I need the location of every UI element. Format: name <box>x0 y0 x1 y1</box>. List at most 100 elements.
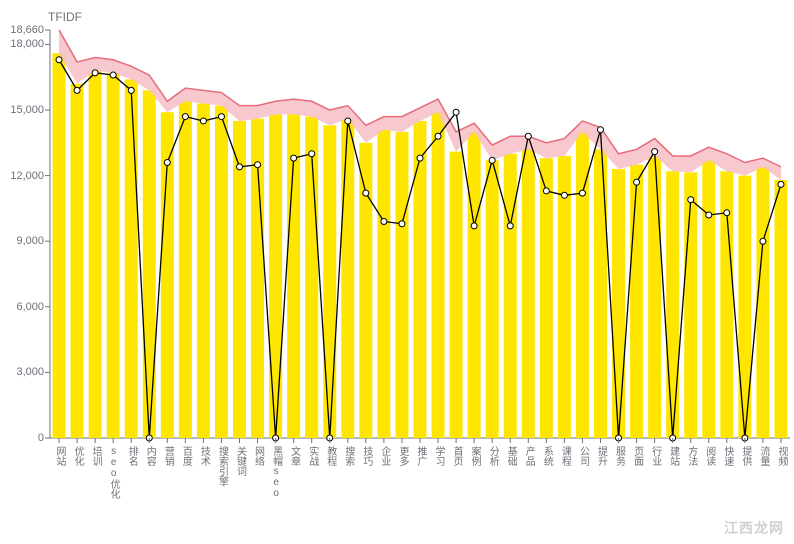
x-tick-label: 推广 <box>415 446 425 466</box>
bar <box>414 121 427 438</box>
bar <box>197 103 210 438</box>
bar <box>738 176 751 438</box>
line-marker <box>309 151 315 157</box>
x-tick-label: 产品 <box>523 446 533 466</box>
x-tick-label: 排名 <box>126 446 136 466</box>
line-marker <box>453 109 459 115</box>
bar <box>432 112 445 438</box>
line-marker <box>507 223 513 229</box>
bar <box>504 154 517 438</box>
y-tick-label: 18,000 <box>4 38 44 50</box>
x-tick-label: 快速 <box>722 446 732 466</box>
x-tick-label: 行业 <box>650 446 660 466</box>
x-tick-label: 关键词 <box>235 446 245 476</box>
line-marker <box>417 155 423 161</box>
x-tick-label: 基础 <box>505 446 515 466</box>
bar <box>143 90 156 438</box>
x-tick-label: 实战 <box>307 446 317 466</box>
bar <box>486 160 499 438</box>
line-marker <box>435 133 441 139</box>
x-tick-label: 内容 <box>144 446 154 466</box>
bar <box>684 172 697 438</box>
x-tick-label: 营销 <box>162 446 172 466</box>
bar <box>702 160 715 438</box>
bar <box>774 180 787 438</box>
y-tick-label: 6,000 <box>4 301 44 313</box>
line-marker <box>561 192 567 198</box>
line-marker <box>597 127 603 133</box>
x-tick-label: 优化 <box>72 446 82 466</box>
x-tick-label: 课程 <box>559 446 569 466</box>
line-marker <box>182 114 188 120</box>
x-tick-label: 黑帽seo <box>271 446 281 499</box>
line-marker <box>164 160 170 166</box>
line-marker <box>56 57 62 63</box>
bar <box>395 132 408 438</box>
line-marker <box>634 179 640 185</box>
line-marker <box>92 70 98 76</box>
line-marker <box>543 188 549 194</box>
y-tick-label: 3,000 <box>4 366 44 378</box>
line-marker <box>200 118 206 124</box>
line-marker <box>110 72 116 78</box>
x-tick-label: 文章 <box>289 446 299 466</box>
bar <box>630 165 643 438</box>
bar <box>666 171 679 438</box>
x-tick-label: 案例 <box>469 446 479 466</box>
line-marker <box>128 87 134 93</box>
line-marker <box>363 190 369 196</box>
x-tick-label: 百度 <box>180 446 190 466</box>
x-tick-label: 网站 <box>54 446 64 466</box>
bar <box>450 152 463 438</box>
line-marker <box>399 221 405 227</box>
x-tick-label: 学习 <box>433 446 443 466</box>
bar <box>522 149 535 438</box>
bar <box>107 73 120 438</box>
bar <box>612 169 625 438</box>
line-marker <box>471 223 477 229</box>
x-tick-label: 技巧 <box>361 446 371 466</box>
x-tick-label: 网络 <box>253 446 263 466</box>
x-tick-label: 公司 <box>577 446 587 466</box>
bar <box>71 84 84 438</box>
line-marker <box>688 197 694 203</box>
bar <box>53 53 66 438</box>
x-tick-label: 流量 <box>758 446 768 466</box>
x-tick-label: 视频 <box>776 446 786 466</box>
line-marker <box>778 181 784 187</box>
line-marker <box>489 157 495 163</box>
bar <box>89 71 102 438</box>
y-tick-label: 15,000 <box>4 104 44 116</box>
line-marker <box>652 149 658 155</box>
bar <box>269 114 282 438</box>
line-marker <box>345 118 351 124</box>
y-tick-label: 12,000 <box>4 170 44 182</box>
x-tick-label: 页面 <box>632 446 642 466</box>
line-marker <box>218 114 224 120</box>
bar <box>179 101 192 438</box>
line-marker <box>760 238 766 244</box>
bar <box>305 117 318 438</box>
y-tick-label: 0 <box>4 432 44 444</box>
x-tick-label: 分析 <box>487 446 497 466</box>
x-tick-label: 方法 <box>686 446 696 466</box>
bar <box>540 158 553 438</box>
x-tick-label: 提升 <box>595 446 605 466</box>
line-marker <box>291 155 297 161</box>
x-tick-label: 培训 <box>90 446 100 466</box>
x-tick-label: 服务 <box>614 446 624 466</box>
x-tick-label: 教程 <box>325 446 335 466</box>
bar <box>341 119 354 438</box>
x-tick-label: 阅读 <box>704 446 714 466</box>
bar <box>323 125 336 438</box>
x-tick-label: 建站 <box>668 446 678 466</box>
bar <box>377 130 390 438</box>
x-tick-label: seo优化 <box>108 446 118 499</box>
x-tick-label: 系统 <box>541 446 551 466</box>
line-marker <box>525 133 531 139</box>
line-marker <box>74 87 80 93</box>
line-marker <box>255 162 261 168</box>
line-marker <box>579 190 585 196</box>
x-tick-label: 首页 <box>451 446 461 466</box>
line-marker <box>381 219 387 225</box>
